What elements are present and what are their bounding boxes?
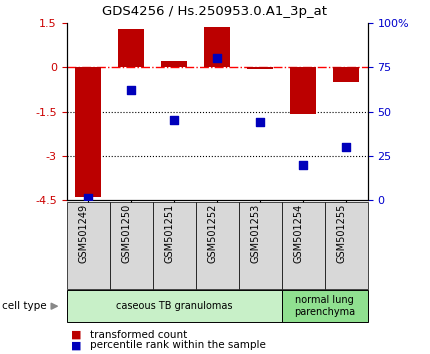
Text: GDS4256 / Hs.250953.0.A1_3p_at: GDS4256 / Hs.250953.0.A1_3p_at xyxy=(102,5,328,18)
Text: GSM501252: GSM501252 xyxy=(207,204,217,263)
Bar xyxy=(290,67,316,114)
Text: GSM501251: GSM501251 xyxy=(164,204,174,263)
Point xyxy=(128,87,135,93)
Text: percentile rank within the sample: percentile rank within the sample xyxy=(90,340,266,350)
Point xyxy=(214,56,221,61)
Point xyxy=(343,144,350,150)
Text: ■: ■ xyxy=(71,340,81,350)
Text: caseous TB granulomas: caseous TB granulomas xyxy=(116,301,232,311)
Bar xyxy=(247,67,273,69)
Text: GSM501253: GSM501253 xyxy=(250,204,260,263)
Text: GSM501255: GSM501255 xyxy=(336,204,346,263)
Text: transformed count: transformed count xyxy=(90,330,187,339)
Text: normal lung
parenchyma: normal lung parenchyma xyxy=(294,295,355,317)
Bar xyxy=(118,29,144,67)
Text: GSM501250: GSM501250 xyxy=(121,204,131,263)
Point xyxy=(257,119,264,125)
Bar xyxy=(75,67,101,197)
Point xyxy=(171,118,178,123)
Point xyxy=(85,195,92,201)
Text: cell type: cell type xyxy=(2,301,47,311)
Text: GSM501254: GSM501254 xyxy=(293,204,303,263)
Bar xyxy=(161,61,187,67)
Bar xyxy=(204,28,230,67)
Point xyxy=(300,162,307,167)
Bar xyxy=(333,67,359,82)
Text: ■: ■ xyxy=(71,330,81,339)
Text: GSM501249: GSM501249 xyxy=(78,204,88,263)
